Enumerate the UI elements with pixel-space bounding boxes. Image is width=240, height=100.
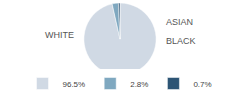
- svg-text:2.8%: 2.8%: [130, 80, 148, 89]
- svg-text:0.7%: 0.7%: [193, 80, 211, 89]
- svg-text:BLACK: BLACK: [166, 36, 196, 46]
- svg-text:WHITE: WHITE: [45, 30, 74, 40]
- svg-text:96.5%: 96.5%: [63, 80, 86, 89]
- svg-text:ASIAN: ASIAN: [166, 17, 193, 27]
